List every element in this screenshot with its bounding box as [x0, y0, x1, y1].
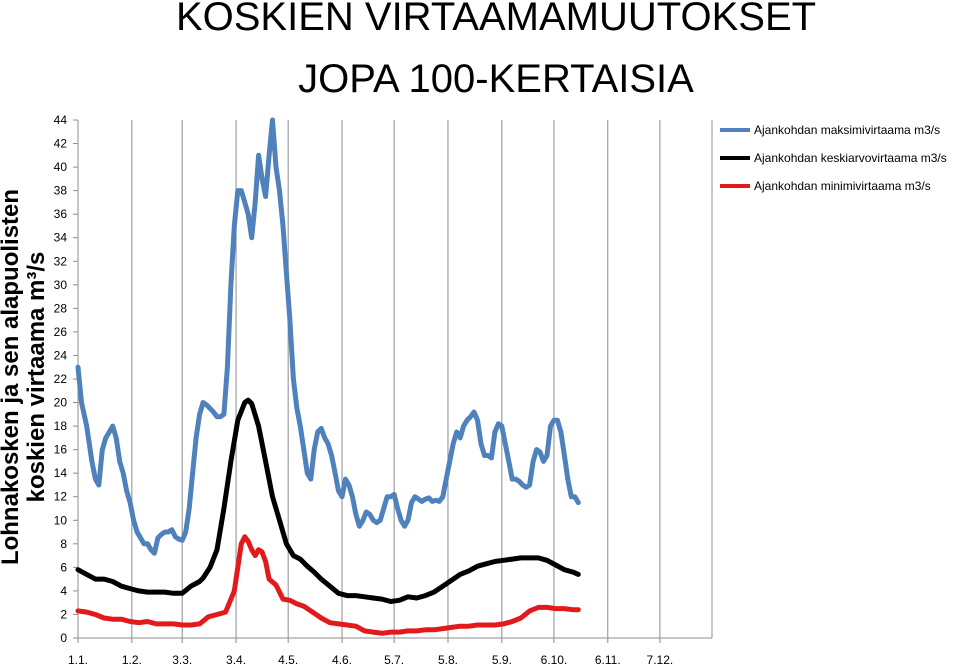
axis-layer: 0246810121416182022242628303234363840424…	[54, 113, 712, 666]
y-tick-label: 6	[60, 560, 67, 574]
x-tick-label: 6.11.	[595, 653, 621, 666]
y-tick-label: 28	[54, 301, 68, 315]
x-tick-label: 4.6.	[332, 653, 352, 666]
legend-label-3: Ajankohdan minimivirtaama m3/s	[754, 179, 931, 193]
y-axis-label-line-1: Lohnakosken ja sen alapuolisten	[0, 189, 24, 565]
x-tick-label: 3.4.	[226, 653, 246, 666]
chart-title-line-2: JOPA 100-KERTAISIA	[298, 57, 694, 101]
y-tick-label: 2	[60, 607, 67, 621]
y-tick-label: 8	[60, 537, 67, 551]
y-axis-label-line-2: koskien virtaama m³/s	[23, 252, 50, 503]
x-tick-label: 1.2.	[122, 653, 142, 666]
x-tick-label: 5.7.	[384, 653, 404, 666]
y-tick-label: 14	[54, 466, 68, 480]
series-line-3	[75, 534, 581, 636]
x-tick-label: 7.12.	[647, 653, 674, 666]
chart-title-line-1: KOSKIEN VIRTAAMAMUUTOKSET	[176, 0, 816, 39]
series-line-1	[75, 117, 581, 556]
y-tick-label: 36	[54, 207, 68, 221]
y-tick-label: 18	[54, 419, 68, 433]
x-tick-label: 3.3.	[172, 653, 192, 666]
y-tick-label: 22	[54, 372, 68, 386]
y-tick-label: 4	[60, 584, 67, 598]
y-tick-label: 0	[60, 631, 67, 645]
y-tick-label: 42	[54, 137, 68, 151]
x-tick-label: 6.10.	[541, 653, 568, 666]
y-tick-label: 20	[54, 396, 68, 410]
y-tick-label: 44	[54, 113, 68, 127]
y-tick-label: 24	[54, 348, 68, 362]
legend: Ajankohdan maksimivirtaama m3/s Ajankohda…	[720, 123, 947, 193]
x-tick-label: 5.8.	[438, 653, 458, 666]
series-line-2	[75, 397, 581, 604]
legend-label-1: Ajankohdan maksimivirtaama m3/s	[754, 123, 940, 137]
x-tick-label: 4.5.	[278, 653, 298, 666]
y-tick-label: 38	[54, 184, 68, 198]
y-tick-label: 30	[54, 278, 68, 292]
y-tick-label: 10	[54, 513, 68, 527]
y-tick-label: 12	[54, 490, 68, 504]
y-tick-label: 26	[54, 325, 68, 339]
series-layer	[75, 117, 581, 636]
y-tick-label: 32	[54, 254, 68, 268]
x-tick-label: 1.1.	[68, 653, 88, 666]
y-tick-label: 16	[54, 443, 68, 457]
x-tick-label: 5.9.	[492, 653, 512, 666]
grid-layer	[131, 120, 713, 638]
legend-label-2: Ajankohdan keskiarvovirtaama m3/s	[754, 151, 947, 165]
y-tick-label: 40	[54, 160, 68, 174]
y-tick-label: 34	[54, 231, 68, 245]
